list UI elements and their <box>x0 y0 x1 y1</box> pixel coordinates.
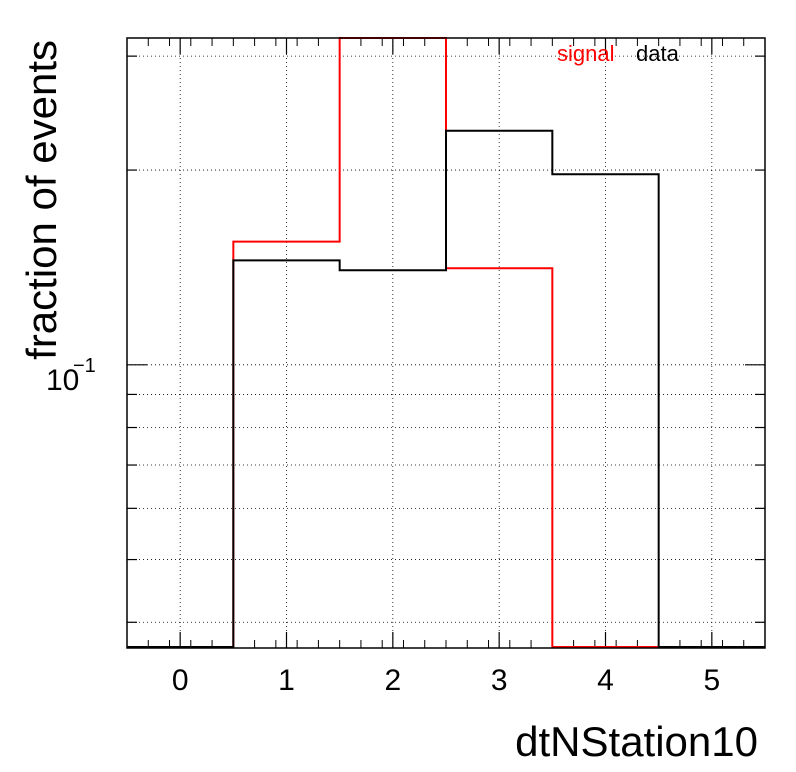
legend-data-label: data <box>636 41 680 66</box>
x-tick-label-0: 0 <box>172 664 189 697</box>
legend-signal-label: signal <box>557 41 614 66</box>
x-tick-label-3: 3 <box>491 664 508 697</box>
series-signal-line <box>127 37 765 648</box>
series-data-line <box>127 129 765 648</box>
plot-frame <box>126 37 766 649</box>
series-group <box>127 37 765 648</box>
y-tick-exponent: −1 <box>73 355 96 377</box>
y-tick-label-0.1: 10 −1 <box>46 355 96 397</box>
x-tick-labels: 0 1 2 3 4 5 <box>172 664 720 697</box>
x-tick-label-1: 1 <box>278 664 295 697</box>
axis-ticks <box>126 38 766 648</box>
x-tick-label-5: 5 <box>703 664 720 697</box>
x-axis-title: dtNStation10 <box>515 718 758 765</box>
y-axis-title: fraction of events <box>18 40 65 360</box>
legend: signal data <box>557 41 680 66</box>
y-tick-base: 10 <box>46 364 79 397</box>
grid-lines <box>127 38 765 648</box>
x-tick-label-2: 2 <box>384 664 401 697</box>
x-tick-label-4: 4 <box>597 664 614 697</box>
